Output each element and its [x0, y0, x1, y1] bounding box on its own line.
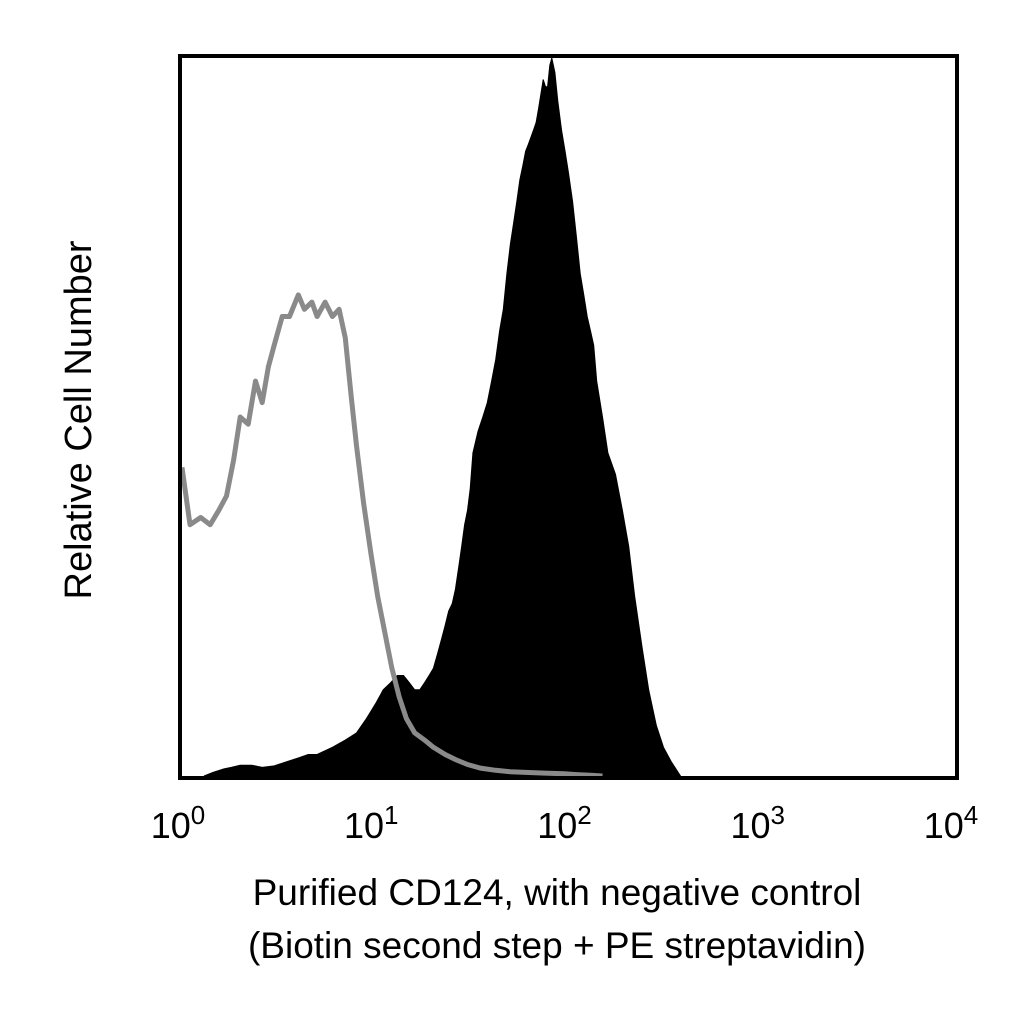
x-tick-label: 101	[344, 800, 399, 846]
x-axis-label-line-2: (Biotin second step + PE streptavidin)	[248, 925, 866, 966]
x-tick-label: 100	[151, 800, 206, 846]
x-tick-label: 103	[730, 800, 785, 846]
y-axis-label: Relative Cell Number	[58, 240, 100, 599]
plot-frame	[178, 54, 959, 780]
series-outline-histogram	[179, 292, 603, 779]
x-axis-label-line-1: Purified CD124, with negative control	[253, 872, 862, 913]
x-tick-label: 104	[924, 800, 979, 846]
series-filled-histogram	[203, 57, 682, 777]
x-tick-label: 102	[537, 800, 592, 846]
